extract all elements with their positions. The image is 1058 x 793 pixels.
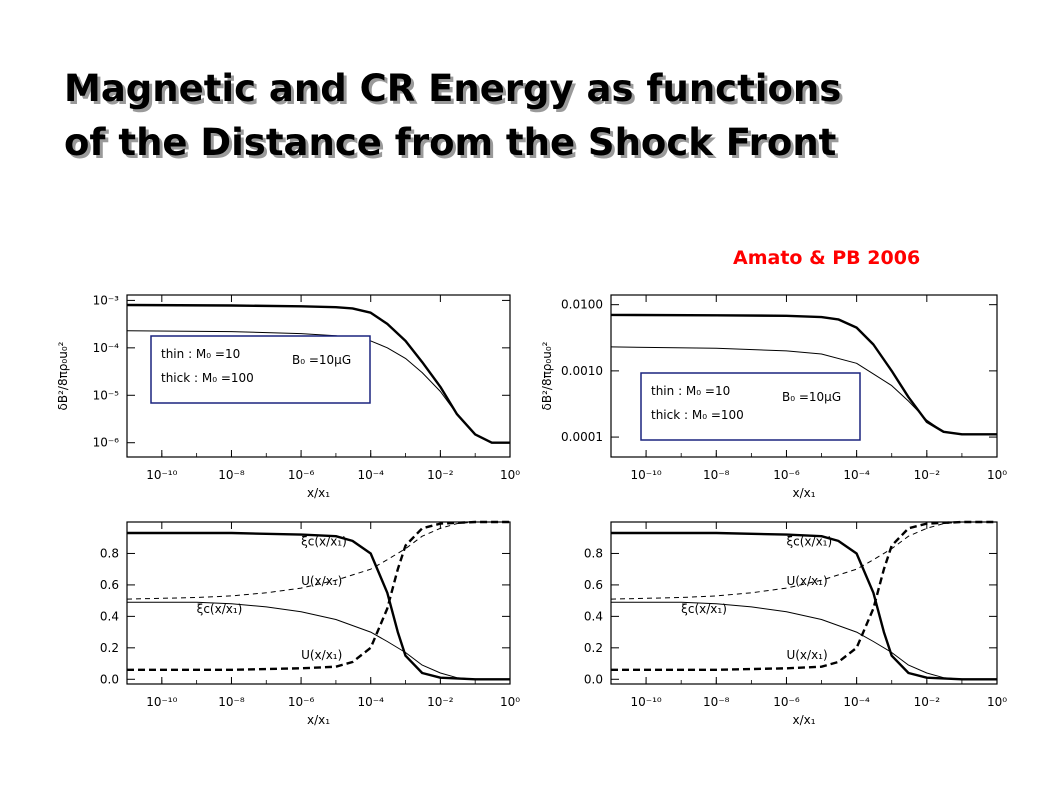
x-tick-label: 10⁻⁶ <box>288 468 315 482</box>
curve-annotation-bottom-right-2: ξc(x/x₁) <box>681 602 727 616</box>
y-tick-label: 0.6 <box>100 578 119 592</box>
slide-title-line-1: Magnetic and CR Energy as functions <box>64 67 842 110</box>
y-axis-label: δB²/8πρ₀u₀² <box>540 341 554 410</box>
x-tick-label: 10⁻² <box>914 468 941 482</box>
legend-entry-top-right-0: thin : M₀ =10 <box>651 384 730 398</box>
x-tick-label: 10⁰ <box>987 468 1007 482</box>
series-line-bottom-right-thick-dashed-1 <box>611 520 997 671</box>
x-tick-label: 10⁻⁶ <box>773 468 800 482</box>
x-tick-label: 10⁻² <box>914 695 941 709</box>
y-tick-label: 10⁻⁶ <box>93 436 120 450</box>
x-tick-label: 10⁻⁸ <box>703 695 730 709</box>
x-tick-label: 10⁻¹⁰ <box>630 695 661 709</box>
y-tick-label: 0.6 <box>584 578 603 592</box>
legend-box-top-left <box>150 335 371 404</box>
slide-title: Magnetic and CR Energy as functions of t… <box>64 62 1024 169</box>
x-tick-label: 10⁻⁶ <box>773 695 800 709</box>
series-line-bottom-left-thick-dashed-1 <box>127 520 510 671</box>
plot-frame-top-left <box>126 294 511 458</box>
x-tick-label: 10⁻⁴ <box>358 468 385 482</box>
x-axis-label: x/x₁ <box>307 486 330 500</box>
y-tick-label: 0.0010 <box>561 364 603 378</box>
x-axis-label: x/x₁ <box>792 486 815 500</box>
legend-field-top-left: B₀ =10μG <box>292 353 351 367</box>
series-line-bottom-left-thin-dashed-3 <box>126 521 510 600</box>
x-tick-label: 10⁻⁶ <box>288 695 315 709</box>
citation: Amato & PB 2006 <box>733 247 921 269</box>
y-tick-label: 10⁻⁴ <box>93 341 120 355</box>
y-tick-label: 10⁻³ <box>93 293 120 307</box>
plot-frame-bottom-left <box>126 521 511 685</box>
y-tick-label: 0.2 <box>584 641 603 655</box>
x-tick-label: 10⁻⁸ <box>703 468 730 482</box>
series-line-top-right-thin-1 <box>610 346 997 435</box>
x-tick-label: 10⁻⁴ <box>843 468 870 482</box>
y-tick-label: 0.4 <box>100 609 119 623</box>
curve-annotation-bottom-left-1: U(x/x₁) <box>301 574 342 588</box>
series-line-bottom-left-thick-0 <box>127 531 510 681</box>
series-line-bottom-left-thin-2 <box>127 601 510 680</box>
plot-frame-bottom-right <box>610 521 998 685</box>
x-tick-label: 10⁻⁸ <box>218 468 245 482</box>
series-line-bottom-right-thin-dashed-3 <box>610 521 997 600</box>
plot-frame-top-right <box>610 294 998 458</box>
x-tick-label: 10⁻⁸ <box>218 695 245 709</box>
x-tick-label: 10⁻² <box>427 695 454 709</box>
x-tick-label: 10⁻⁴ <box>843 695 870 709</box>
x-tick-label: 10⁻¹⁰ <box>146 695 177 709</box>
x-tick-label: 10⁻⁴ <box>358 695 385 709</box>
y-tick-label: 0.4 <box>584 609 603 623</box>
y-tick-label: 0.0 <box>100 672 119 686</box>
y-tick-label: 0.2 <box>100 641 119 655</box>
x-axis-label: x/x₁ <box>307 713 330 727</box>
x-tick-label: 10⁻¹⁰ <box>146 468 177 482</box>
slide-title-line-2: of the Distance from the Shock Front <box>64 120 837 164</box>
series-line-bottom-right-thin-2 <box>611 601 997 680</box>
y-axis-label: δB²/8πρ₀u₀² <box>56 341 70 410</box>
x-tick-label: 10⁰ <box>500 695 520 709</box>
y-tick-label: 10⁻⁵ <box>93 388 120 402</box>
curve-annotation-bottom-left-0: ξc(x/x₁) <box>301 535 347 549</box>
curve-annotation-bottom-left-3: U(x/x₁) <box>301 648 342 662</box>
series-line-top-left-thin-1 <box>126 330 510 444</box>
x-tick-label: 10⁰ <box>500 468 520 482</box>
legend-entry-top-left-1: thick : M₀ =100 <box>161 371 254 385</box>
x-axis-label: x/x₁ <box>792 713 815 727</box>
legend-box-top-right <box>640 372 861 441</box>
x-tick-label: 10⁻² <box>427 468 454 482</box>
legend-entry-top-right-1: thick : M₀ =100 <box>651 408 744 422</box>
series-line-bottom-right-thick-0 <box>611 531 997 681</box>
y-tick-label: 0.0001 <box>561 430 603 444</box>
curve-annotation-bottom-left-2: ξc(x/x₁) <box>197 602 243 616</box>
curve-annotation-bottom-right-0: ξc(x/x₁) <box>786 535 832 549</box>
y-tick-label: 0.8 <box>100 546 119 560</box>
legend-entry-top-left-0: thin : M₀ =10 <box>161 347 240 361</box>
curve-annotation-bottom-right-3: U(x/x₁) <box>786 648 827 662</box>
legend-field-top-right: B₀ =10μG <box>782 390 841 404</box>
y-tick-label: 0.0 <box>584 672 603 686</box>
x-tick-label: 10⁻¹⁰ <box>630 468 661 482</box>
curve-annotation-bottom-right-1: U(x/x₁) <box>786 574 827 588</box>
x-tick-label: 10⁰ <box>987 695 1007 709</box>
y-tick-label: 0.0100 <box>561 298 603 312</box>
y-tick-label: 0.8 <box>584 546 603 560</box>
